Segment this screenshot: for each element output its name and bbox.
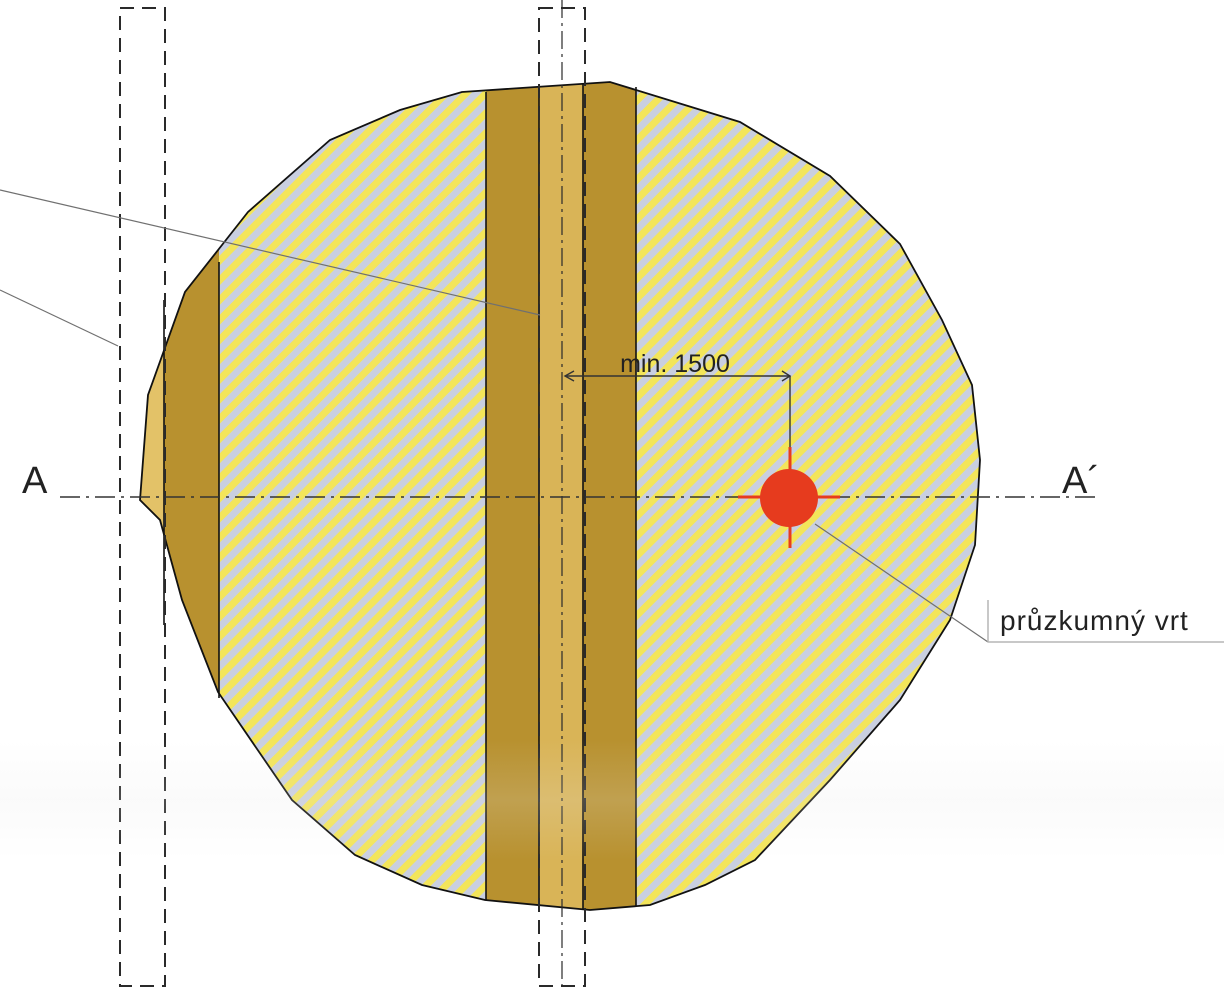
center-light-band [539, 82, 583, 910]
callout-leader [814, 523, 989, 643]
center-dark-band-left [486, 82, 539, 910]
left-dark-band [164, 100, 219, 900]
circle-outline [139, 81, 981, 911]
callout-box [987, 600, 1224, 643]
borehole-marker [738, 447, 840, 548]
leader-line-bottom [0, 289, 119, 347]
leader-line-top [0, 189, 541, 316]
section-label-right: A´ [1062, 460, 1100, 502]
left-edge-segment [140, 100, 164, 900]
callout-label: průzkumný vrt [1000, 605, 1189, 636]
center-dark-band-right [583, 82, 636, 910]
dimension-label: min. 1500 [620, 350, 730, 378]
section-label-left: A [22, 460, 48, 502]
